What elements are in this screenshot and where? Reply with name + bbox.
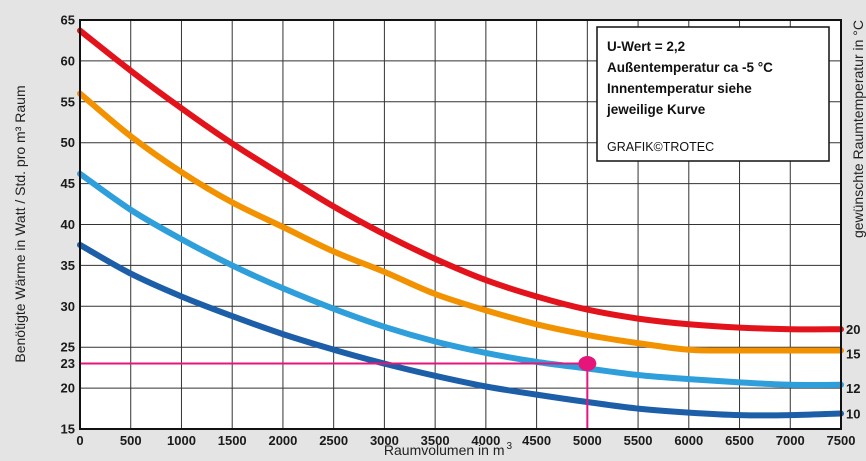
x-tick-label: 6500	[725, 433, 754, 448]
right-axis-label: gewünschte Raumtemperatur in °C	[850, 20, 866, 238]
box-line-3: Innentemperatur siehe	[607, 81, 752, 96]
x-tick-label: 7000	[776, 433, 805, 448]
y-tick-label: 50	[61, 135, 75, 150]
right-label-12: 12	[846, 381, 860, 396]
y-axis-label: Benötigte Wärme in Watt / Std. pro m³ Ra…	[12, 85, 28, 362]
series-group	[77, 27, 844, 419]
y-tick-label: 65	[61, 13, 75, 28]
x-tick-label: 2000	[268, 433, 297, 448]
y-tick-label: 40	[61, 217, 75, 232]
highlight-y-label: 23	[61, 356, 75, 371]
x-tick-label: 6000	[674, 433, 703, 448]
x-tick-label: 3500	[421, 433, 450, 448]
box-credit: GRAFIK©TROTEC	[607, 140, 714, 154]
highlight-point	[578, 356, 597, 372]
x-axis-label-text: Raumvolumen in m	[384, 442, 505, 458]
x-tick-label: 5000	[573, 433, 602, 448]
series-line-10	[77, 241, 844, 419]
series-line-12	[77, 170, 844, 388]
x-tick-label: 2500	[319, 433, 348, 448]
box-line-2: Außentemperatur ca -5 °C	[607, 60, 773, 75]
box-line-4: jeweilige Kurve	[606, 102, 706, 117]
right-label-15: 15	[846, 347, 860, 362]
right-labels: 20 15 12 10	[846, 322, 860, 421]
x-axis-label-sup: 3	[507, 441, 513, 452]
highlight-group: 23	[61, 356, 597, 429]
x-tick-label: 7500	[827, 433, 856, 448]
y-tick-label: 60	[61, 53, 75, 68]
tick-labels: 0 500 1000 1500 2000 2500 3000 3500 4000 4500 5000…	[61, 13, 856, 449]
x-tick-label: 4500	[522, 433, 551, 448]
y-tick-label: 15	[61, 422, 75, 437]
x-tick-label: 4000	[471, 433, 500, 448]
y-tick-label: 35	[61, 258, 75, 273]
x-tick-label: 1500	[218, 433, 247, 448]
x-tick-label: 1000	[167, 433, 196, 448]
y-tick-label: 20	[61, 381, 75, 396]
y-tick-label: 25	[61, 340, 75, 355]
series-line-20	[77, 27, 844, 333]
x-tick-label: 500	[120, 433, 142, 448]
right-label-10: 10	[846, 406, 860, 421]
right-label-20: 20	[846, 322, 860, 337]
x-tick-label: 0	[76, 433, 83, 448]
series-line-15	[77, 90, 844, 354]
x-tick-label: 5500	[624, 433, 653, 448]
y-tick-label: 30	[61, 299, 75, 314]
y-tick-label: 55	[61, 94, 75, 109]
x-tick-label: 3000	[370, 433, 399, 448]
y-tick-label: 45	[61, 176, 75, 191]
annotation-box: U-Wert = 2,2 Außentemperatur ca -5 °C In…	[596, 26, 830, 162]
box-line-1: U-Wert = 2,2	[607, 39, 685, 54]
plot-frame	[79, 19, 842, 430]
